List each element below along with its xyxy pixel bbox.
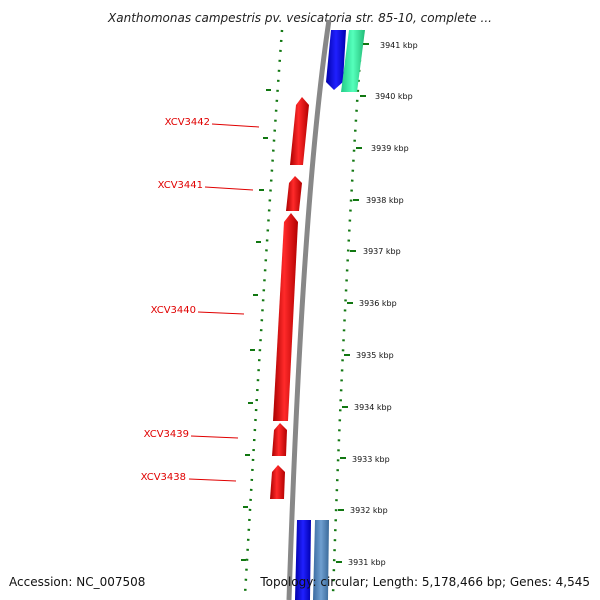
kbp-label-3939: 3939 kbp [371,144,409,153]
outer-track-ticks [241,89,271,561]
gene-xcv3439[interactable] [272,423,287,456]
gene-xcv3441[interactable] [286,176,302,211]
kbp-label-3932: 3932 kbp [350,506,388,515]
kbp-label-3937: 3937 kbp [363,247,401,256]
gene-xcv3442[interactable] [290,97,309,165]
gene-label-xcv3438[interactable]: XCV3438 [141,472,186,483]
kbp-label-3933: 3933 kbp [352,455,390,464]
forward-gene-blue-top[interactable] [326,30,346,90]
accession-text: Accession: NC_007508 [9,575,145,589]
kbp-label-3935: 3935 kbp [356,351,394,360]
gene-label-xcv3441[interactable]: XCV3441 [158,180,203,191]
scale-ticks [336,43,369,563]
kbp-label-3940: 3940 kbp [375,92,413,101]
forward-gene-blue-bottom[interactable] [295,520,311,600]
kbp-label-3941: 3941 kbp [380,41,418,50]
gene-label-xcv3439[interactable]: XCV3439 [144,429,189,440]
gene-xcv3440[interactable] [273,213,298,421]
kbp-label-3938: 3938 kbp [366,196,404,205]
gene-label-xcv3440[interactable]: XCV3440 [151,305,196,316]
kbp-label-3931: 3931 kbp [348,558,386,567]
forward-gene-teal-top[interactable] [341,30,365,92]
kbp-label-3934: 3934 kbp [354,403,392,412]
gene-label-xcv3442[interactable]: XCV3442 [165,117,210,128]
gene-xcv3438[interactable] [270,465,285,499]
genome-summary-text: Topology: circular; Length: 5,178,466 bp… [259,575,590,589]
kbp-label-3936: 3936 kbp [359,299,397,308]
map-title: Xanthomonas campestris pv. vesicatoria s… [107,11,492,25]
genome-backbone [286,19,332,600]
forward-gene-steel-bottom[interactable] [313,520,329,600]
gene-label-leaders [188,123,260,482]
outer-dotted-track [243,29,284,596]
